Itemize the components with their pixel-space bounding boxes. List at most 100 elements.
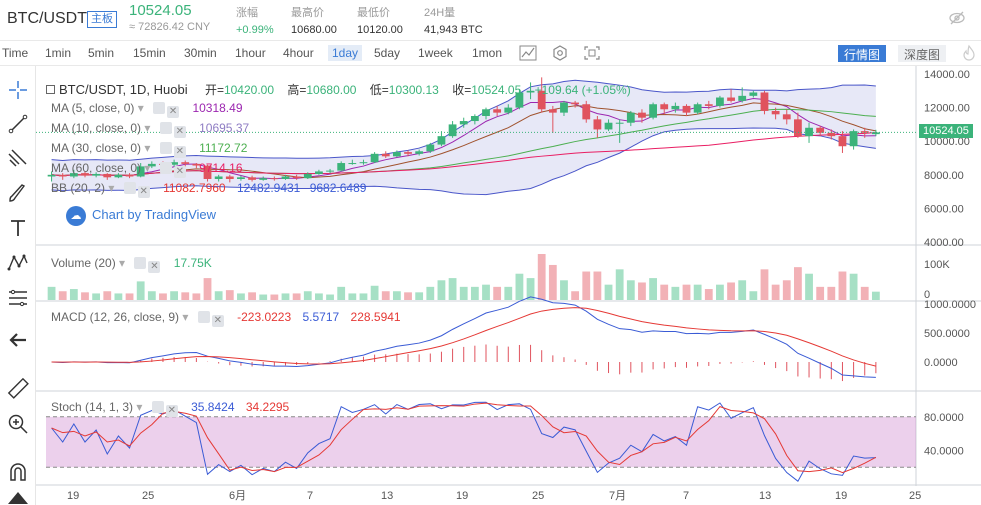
magnet-icon[interactable] [6, 460, 30, 484]
theme-flame-icon[interactable] [959, 44, 979, 62]
macd-legend[interactable]: MACD (12, 26, close, 9) ▾ ✕ -223.0223 5.… [51, 310, 401, 327]
brush-icon[interactable] [6, 181, 30, 205]
close-icon[interactable]: ✕ [165, 405, 178, 417]
settings-icon[interactable] [197, 311, 210, 323]
candle-body [203, 165, 212, 179]
close-icon[interactable]: ✕ [137, 186, 150, 198]
close-icon[interactable]: ✕ [173, 126, 186, 138]
ma10-line [51, 102, 876, 179]
volume-bar [615, 269, 624, 300]
close-icon[interactable]: ✕ [148, 261, 161, 273]
tf-1week[interactable]: 1week [418, 46, 453, 60]
chart-view-button[interactable]: 行情图 [838, 45, 887, 62]
depth-view-button[interactable]: 深度图 [898, 45, 947, 62]
tf-4hour[interactable]: 4hour [283, 46, 314, 60]
volume-axis-label: 100K [924, 259, 950, 271]
volume-bar [515, 273, 524, 300]
close-icon[interactable]: ✕ [173, 146, 186, 158]
settings-icon[interactable] [159, 162, 172, 174]
chart-type-icon[interactable] [518, 44, 538, 62]
pitchfork-icon[interactable] [6, 146, 30, 170]
tf-30min[interactable]: 30min [184, 46, 217, 60]
settings-icon[interactable] [159, 142, 172, 154]
indicator-ma30[interactable]: MA (30, close, 0) ▾ ✕ 11172.72 [51, 141, 248, 158]
volume-bar [326, 294, 334, 300]
time-axis-label: 7月 [609, 490, 626, 502]
indicator-ma5[interactable]: MA (5, close, 0) ▾ ✕ 10318.49 [51, 101, 243, 118]
volume-bar [593, 271, 602, 300]
volume-bar [660, 284, 669, 300]
indicator-ma10[interactable]: MA (10, close, 0) ▾ ✕ 10695.37 [51, 121, 250, 138]
volume-bar [270, 294, 279, 300]
settings-icon[interactable] [153, 102, 166, 114]
zoom-in-icon[interactable] [6, 412, 30, 436]
close-icon[interactable]: ✕ [167, 106, 180, 118]
volume-bar [582, 271, 591, 300]
lock-icon[interactable] [6, 484, 30, 505]
board-badge: 主板 [87, 11, 117, 28]
pattern-icon[interactable] [6, 251, 30, 275]
settings-icon[interactable] [159, 122, 172, 134]
collapse-toggle[interactable] [46, 85, 55, 94]
fullscreen-icon[interactable] [582, 44, 602, 62]
ruler-icon[interactable] [6, 376, 30, 400]
tf-1min[interactable]: 1min [45, 46, 72, 60]
volume-bar [548, 264, 557, 300]
tf-1day[interactable]: 1day [328, 45, 363, 61]
volume-bar [292, 293, 301, 300]
volume-bar [860, 286, 869, 300]
candle-body [181, 162, 190, 164]
tf-1hour[interactable]: 1hour [235, 46, 266, 60]
candle-body [47, 174, 56, 177]
volume-bar [58, 291, 67, 300]
back-arrow-icon[interactable] [6, 328, 30, 352]
chart-area[interactable]: 14000.00 12000.00 10000.00 8000.00 6000.00 40… [36, 66, 981, 505]
price-axis-label: 14000.00 [924, 69, 970, 81]
volume-bar [114, 293, 123, 300]
settings-icon[interactable] [134, 257, 147, 269]
candle-body [281, 176, 290, 179]
volume-bar [225, 290, 234, 300]
indicator-icon[interactable] [550, 44, 570, 62]
close-icon[interactable]: ✕ [211, 315, 224, 327]
volume-bar [738, 280, 747, 300]
volume-bar [103, 291, 112, 300]
candle-body [459, 121, 468, 125]
indicator-bb[interactable]: BB (20, 2) ▾ ✕ 11082.7960 12482.9431 968… [51, 181, 367, 198]
time-axis-label: 19 [835, 490, 847, 502]
macd-axis-label: 1000.0000 [924, 299, 976, 311]
stoch-legend[interactable]: Stoch (14, 1, 3) ▾ ✕ 35.8424 34.2295 [51, 400, 290, 417]
candle-body [81, 173, 89, 176]
tf-5day[interactable]: 5day [374, 46, 401, 60]
tf-time[interactable]: Time [2, 46, 29, 60]
candle-body [849, 131, 858, 147]
volume-legend[interactable]: Volume (20) ▾ ✕ 17.75K [51, 256, 212, 273]
candle-body [125, 174, 134, 177]
tf-15min[interactable]: 15min [133, 46, 166, 60]
cny-price: ≈ 72826.42 CNY [129, 21, 211, 33]
settings-icon[interactable] [151, 401, 164, 413]
drawing-toolbar [0, 66, 36, 505]
candle-body [147, 163, 156, 167]
stoch-d-line [51, 402, 877, 474]
volume-bar [170, 291, 178, 300]
hide-eye-icon[interactable] [948, 9, 966, 27]
chart-canvas[interactable]: 14000.00 12000.00 10000.00 8000.00 6000.00 40… [36, 66, 981, 505]
tf-1mon[interactable]: 1mon [472, 46, 503, 60]
candle-body [103, 173, 112, 178]
trend-line-icon[interactable] [6, 112, 30, 136]
indicator-ma60[interactable]: MA (60, close, 0) ▾ ✕ 9714.16 [51, 161, 243, 178]
close-icon[interactable]: ✕ [173, 166, 186, 178]
tf-5min[interactable]: 5min [88, 46, 115, 60]
text-icon[interactable] [6, 216, 30, 240]
volume-axis-label: 0 [924, 289, 930, 301]
price-axis-label: 12000.00 [924, 103, 970, 115]
settings-icon[interactable] [123, 182, 136, 194]
candle-body [237, 177, 245, 179]
fib-icon[interactable] [6, 286, 30, 310]
candle-body [426, 144, 435, 152]
volume-bar [136, 281, 145, 300]
tradingview-logo[interactable]: ☁ Chart by TradingView [66, 206, 216, 226]
crosshair-icon[interactable] [6, 78, 30, 102]
volume-bar [871, 291, 880, 300]
